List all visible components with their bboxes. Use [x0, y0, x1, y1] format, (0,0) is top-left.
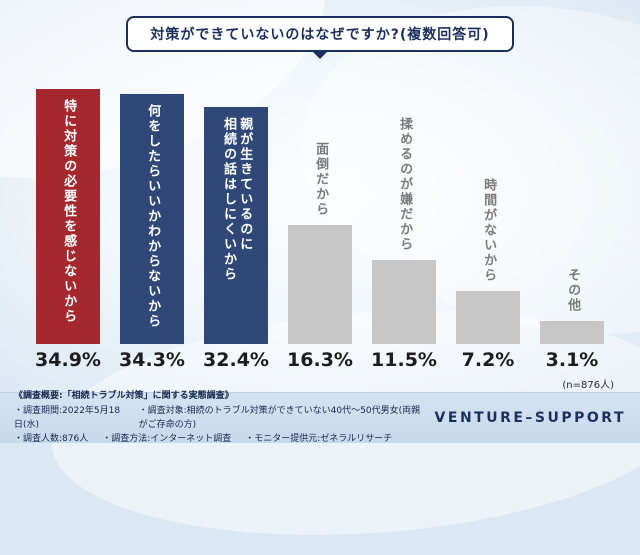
survey-overview-row: ・調査期間:2022年5月18日(水) ・調査対象:相続のトラブル対策ができてい… [14, 404, 425, 433]
chart-title: 対策ができていないのはなぜですか?(複数回答可) [126, 16, 514, 52]
survey-overview: 《調査概要:「相続トラブル対策」に関する実態調査》 ・調査期間:2022年5月1… [14, 389, 425, 447]
bar-column: その他 3.1% [540, 86, 604, 371]
title-pointer-icon [312, 51, 328, 59]
bar [372, 260, 436, 344]
survey-count: ・調査人数:876人 [14, 434, 89, 445]
value-label: 3.1% [545, 349, 599, 371]
bar-column: 親が生きているのに 相続の話はしにくいから 32.4% [203, 86, 269, 371]
value-label: 16.3% [287, 349, 353, 371]
bar: 特に対策の必要性を感じないから [36, 89, 100, 344]
bar-column: 揉めるのが嫌だから 11.5% [371, 86, 437, 371]
survey-monitor: ・モニター提供元:ゼネラルリサーチ [245, 434, 393, 445]
brand-logo: VENTURE–SUPPORT [434, 410, 626, 426]
bar-zone: 特に対策の必要性を感じないから [36, 86, 100, 344]
bar-zone: 面倒だから [288, 86, 352, 344]
bar: 親が生きているのに 相続の話はしにくいから [204, 107, 268, 344]
survey-target: ・調査対象:相続のトラブル対策ができていない40代〜50代男女(両親がご存命の方… [138, 405, 421, 430]
bar: 何をしたらいいかわからないから [120, 94, 184, 344]
bar-zone: その他 [540, 86, 604, 344]
bar-label: 親が生きているのに 相続の話はしにくいから [221, 117, 253, 282]
value-label: 34.9% [35, 349, 101, 371]
survey-overview-row: ・調査人数:876人 ・調査方法:インターネット調査 ・モニター提供元:ゼネラル… [14, 432, 425, 446]
bar [456, 291, 520, 344]
bar-zone: 時間がないから [456, 86, 520, 344]
bar-column: 特に対策の必要性を感じないから 34.9% [35, 86, 101, 371]
bar-zone: 親が生きているのに 相続の話はしにくいから [204, 86, 268, 344]
survey-overview-heading: 《調査概要:「相続トラブル対策」に関する実態調査》 [14, 391, 234, 402]
bar [540, 321, 604, 344]
bar-label: 何をしたらいいかわからないから [145, 104, 161, 329]
value-label: 11.5% [371, 349, 437, 371]
bar-column: 時間がないから 7.2% [456, 86, 520, 371]
value-label: 32.4% [203, 349, 269, 371]
survey-period: ・調査期間:2022年5月18日(水) [14, 405, 121, 430]
footer: 《調査概要:「相続トラブル対策」に関する実態調査》 ・調査期間:2022年5月1… [0, 391, 640, 444]
bar-column: 面倒だから 16.3% [287, 86, 353, 371]
sample-size-note: (n=876人) [562, 380, 614, 391]
bar-zone: 揉めるのが嫌だから [372, 86, 436, 344]
bar-label: 面倒だから [313, 142, 329, 217]
value-label: 34.3% [119, 349, 185, 371]
chart-header: 対策ができていないのはなぜですか?(複数回答可) [0, 16, 640, 59]
bar-label: その他 [565, 268, 581, 313]
bar-label: 特に対策の必要性を感じないから [61, 99, 77, 324]
bar-zone: 何をしたらいいかわからないから [120, 86, 184, 344]
bar-column: 何をしたらいいかわからないから 34.3% [119, 86, 185, 371]
bar [288, 225, 352, 344]
survey-method: ・調査方法:インターネット調査 [102, 434, 232, 445]
bar-label: 揉めるのが嫌だから [397, 117, 413, 252]
bar-label: 時間がないから [481, 178, 497, 283]
value-label: 7.2% [461, 349, 515, 371]
bar-chart: 特に対策の必要性を感じないから 34.9% 何をしたらいいかわからないから 34.3%… [35, 86, 604, 371]
